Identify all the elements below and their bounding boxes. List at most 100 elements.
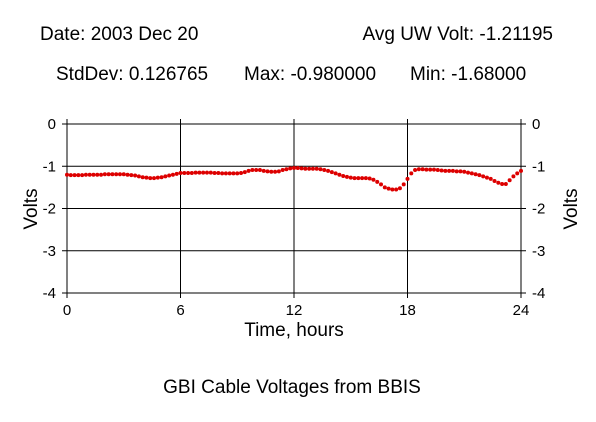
x-tick-label: 6 — [176, 302, 184, 319]
data-point — [307, 166, 312, 171]
data-point — [503, 181, 508, 186]
data-point — [144, 175, 149, 180]
data-point — [390, 187, 395, 192]
data-point — [507, 178, 512, 183]
data-point — [303, 166, 308, 171]
data-point — [133, 173, 138, 178]
data-point — [447, 168, 452, 173]
data-point — [99, 172, 104, 177]
data-point — [288, 166, 293, 171]
data-point — [231, 171, 236, 176]
data-point — [178, 171, 183, 176]
data-point — [189, 171, 194, 176]
data-point — [492, 179, 497, 184]
y-tick-label-right: 0 — [532, 116, 540, 133]
data-point — [170, 172, 175, 177]
data-point — [186, 171, 191, 176]
data-point — [375, 179, 380, 184]
x-axis-label: Time, hours — [244, 320, 344, 341]
data-point — [484, 175, 489, 180]
data-point — [431, 167, 436, 172]
data-point — [273, 169, 278, 174]
data-point — [500, 181, 505, 186]
data-point — [269, 169, 274, 174]
x-tick-label: 18 — [399, 302, 416, 319]
data-point — [333, 171, 338, 176]
min-label: Min: -1.68000 — [410, 64, 527, 85]
data-point — [371, 177, 376, 182]
data-point — [496, 180, 501, 185]
y-tick-label-right: -4 — [532, 285, 545, 302]
data-point — [280, 168, 285, 173]
data-point — [148, 176, 153, 181]
data-point — [424, 167, 429, 172]
data-point — [367, 176, 372, 181]
y-tick-label-right: -3 — [532, 243, 545, 260]
data-point — [386, 186, 391, 191]
data-point — [360, 176, 365, 181]
data-point — [106, 172, 111, 177]
data-point — [405, 176, 410, 181]
data-point — [265, 169, 270, 174]
data-point — [439, 168, 444, 173]
x-tick-label: 0 — [63, 302, 71, 319]
data-point — [65, 172, 69, 177]
data-point — [242, 170, 247, 175]
data-point — [250, 168, 255, 173]
data-point — [254, 168, 259, 173]
data-point — [72, 173, 77, 178]
data-point — [409, 171, 414, 176]
data-point — [322, 168, 327, 173]
y-tick-labels-right: 0 -1 -2 -3 -4 — [532, 116, 545, 302]
data-point — [182, 171, 187, 176]
data-point — [223, 171, 228, 176]
avg-volt-label: Avg UW Volt: -1.21195 — [362, 24, 553, 45]
data-point — [121, 172, 126, 177]
data-point — [212, 171, 217, 176]
data-point — [401, 182, 406, 187]
data-point — [488, 176, 493, 181]
data-point — [477, 173, 482, 178]
max-label: Max: -0.980000 — [244, 64, 377, 85]
data-point — [454, 169, 459, 174]
data-point — [114, 172, 119, 177]
data-point — [469, 171, 474, 176]
data-point — [193, 170, 198, 175]
data-point — [246, 168, 251, 173]
data-point — [117, 172, 122, 177]
y-tick-label-left: -3 — [43, 243, 56, 260]
data-point — [458, 169, 463, 174]
data-point — [466, 170, 471, 175]
date-label: Date: 2003 Dec 20 — [40, 24, 199, 45]
axis-ticks — [62, 119, 526, 298]
grid-lines — [67, 124, 521, 293]
data-point — [167, 173, 172, 178]
data-point — [163, 174, 168, 179]
data-point — [136, 174, 141, 179]
x-tick-labels: 0 6 12 18 24 — [63, 302, 530, 319]
data-points — [65, 165, 523, 192]
data-point — [257, 168, 262, 173]
data-point — [204, 170, 209, 175]
data-point — [356, 176, 361, 181]
data-point — [125, 172, 130, 177]
chart-title: GBI Cable Voltages from BBIS — [163, 377, 421, 398]
data-point — [394, 187, 399, 192]
data-point — [450, 168, 455, 173]
data-point — [382, 185, 387, 190]
data-point — [201, 170, 206, 175]
data-point — [83, 172, 88, 177]
data-point — [87, 172, 92, 177]
data-point — [220, 171, 225, 176]
data-point — [326, 168, 331, 173]
data-point — [68, 173, 73, 178]
data-point — [261, 168, 266, 173]
data-point — [428, 167, 433, 172]
data-point — [341, 173, 346, 178]
data-point — [299, 166, 304, 171]
y-axis-label-right: Volts — [561, 188, 582, 229]
stddev-label: StdDev: 0.126765 — [56, 64, 209, 85]
y-tick-label-right: -2 — [532, 201, 545, 218]
y-tick-label-right: -1 — [532, 158, 545, 175]
